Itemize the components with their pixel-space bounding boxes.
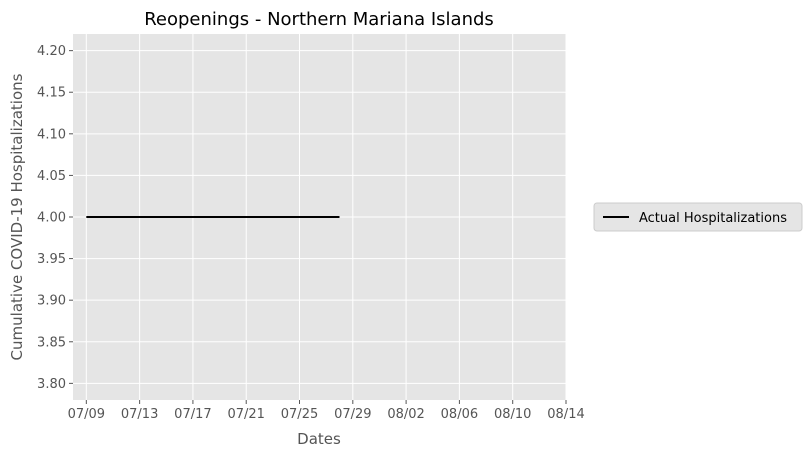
x-tick-label: 07/29 [334, 407, 371, 422]
chart-title: Reopenings - Northern Mariana Islands [144, 9, 494, 30]
x-tick-label: 07/17 [174, 407, 211, 422]
y-tick-label: 3.90 [37, 294, 66, 309]
y-tick-label: 4.15 [37, 86, 66, 101]
x-tick-label: 07/21 [227, 407, 264, 422]
y-tick-label: 4.20 [37, 44, 66, 59]
x-tick-label: 08/10 [494, 407, 531, 422]
legend-box [593, 202, 803, 232]
x-tick-label: 08/06 [441, 407, 478, 422]
x-tick-label: 08/02 [387, 407, 424, 422]
y-axis-label: Cumulative COVID-19 Hospitalizations [8, 73, 26, 360]
y-tick-label: 3.85 [37, 335, 66, 350]
x-tick-label: 07/13 [121, 407, 158, 422]
ticks: 07/09 07/13 07/17 07/21 07/25 07/29 08/02 08/06… [37, 44, 585, 422]
y-tick-label: 3.80 [37, 377, 66, 392]
y-tick-label: 3.95 [37, 252, 66, 267]
y-tick-label: 4.00 [37, 211, 66, 226]
x-axis-label: Dates [297, 430, 341, 448]
y-tick-label: 4.05 [37, 169, 66, 184]
legend: Actual Hospitalizations [593, 202, 803, 232]
x-tick-label: 08/14 [547, 407, 584, 422]
x-tick-label: 07/25 [281, 407, 318, 422]
legend-label-actual-hospitalizations: Actual Hospitalizations [639, 211, 787, 226]
x-tick-label: 07/09 [68, 407, 105, 422]
y-tick-label: 4.10 [37, 127, 66, 142]
